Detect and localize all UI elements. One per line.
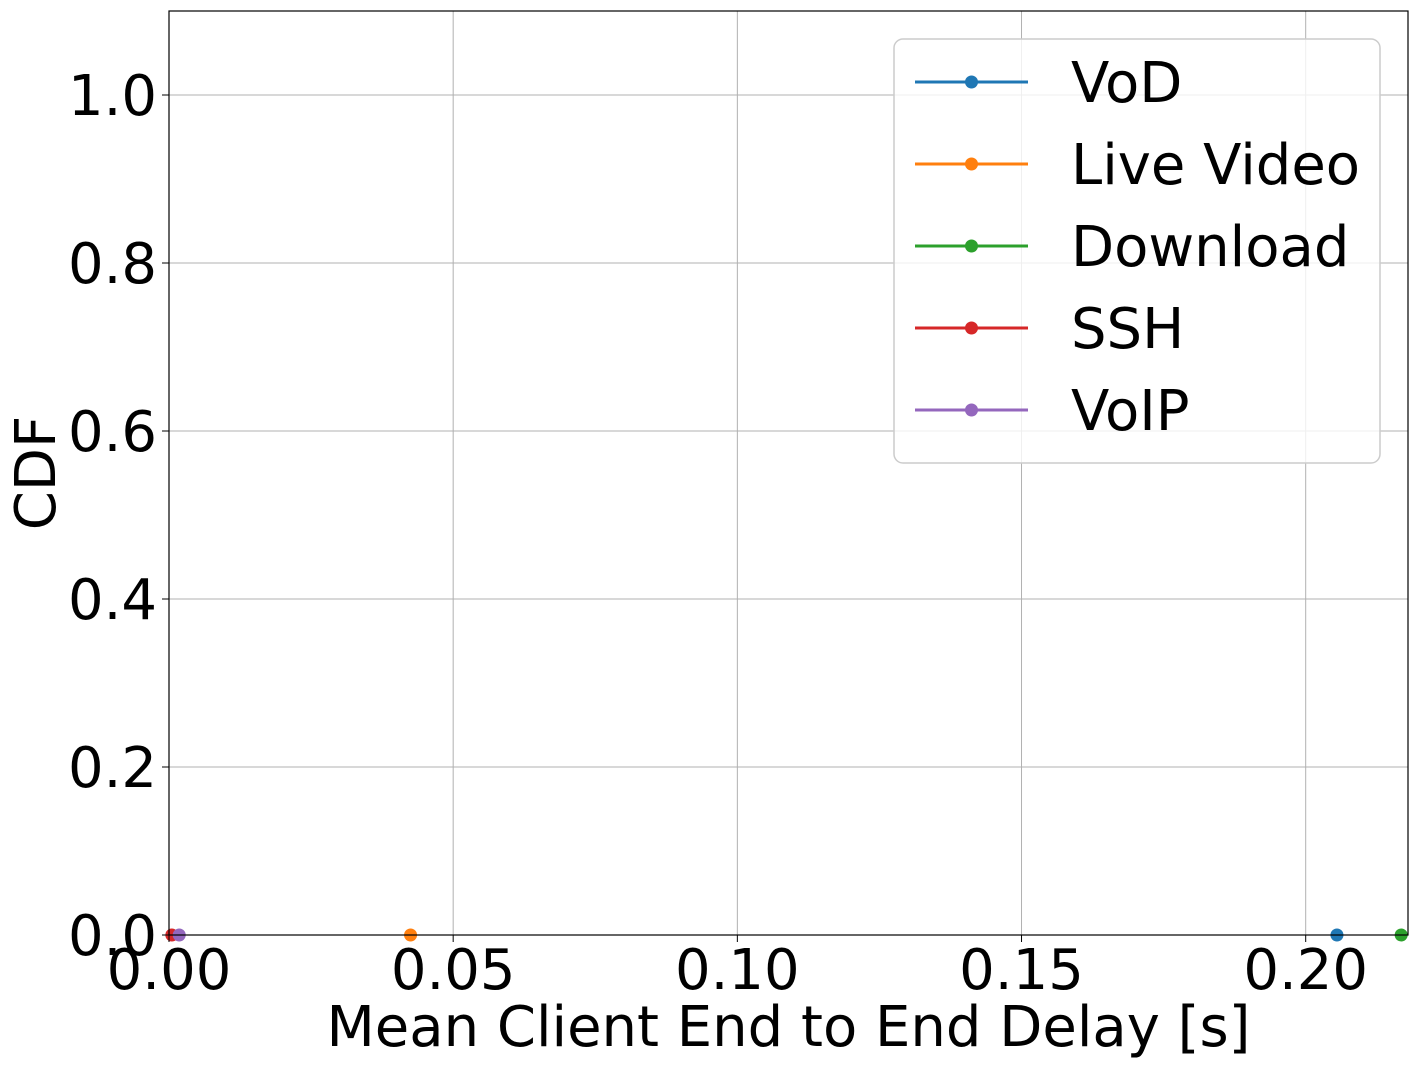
y-tick-label: 0.6 [68, 400, 157, 465]
legend-label: VoIP [1071, 379, 1190, 444]
y-tick-label: 1.0 [68, 64, 157, 129]
x-axis-label: Mean Client End to End Delay [s] [326, 995, 1250, 1060]
y-axis: 0.0 0.2 0.4 0.6 0.8 1.0 [68, 64, 169, 969]
x-axis: 0.00 0.05 0.10 0.15 0.20 [107, 935, 1368, 1003]
legend-box [893, 38, 1381, 464]
legend: VoD Live Video Download SSH VoIP [893, 38, 1381, 464]
plot-frame [168, 10, 1409, 936]
y-axis-label: CDF [4, 416, 69, 530]
legend-marker [965, 321, 978, 335]
x-tick-label: 0.15 [959, 938, 1084, 1003]
y-tick-label: 0.0 [68, 904, 157, 969]
legend-marker [965, 403, 978, 417]
y-tick-label: 0.4 [68, 568, 157, 633]
y-tick-label: 0.2 [68, 736, 157, 801]
y-tick-label: 0.8 [68, 232, 157, 297]
legend-label: Live Video [1071, 133, 1360, 198]
legend-marker [965, 157, 978, 171]
legend-marker [965, 239, 978, 253]
x-tick-label: 0.00 [107, 938, 232, 1003]
legend-label: Download [1071, 215, 1349, 280]
legend-marker [965, 75, 978, 89]
legend-label: SSH [1071, 297, 1184, 362]
x-tick-label: 0.10 [675, 938, 800, 1003]
x-tick-label: 0.20 [1243, 938, 1368, 1003]
x-tick-label: 0.05 [391, 938, 516, 1003]
legend-label: VoD [1071, 51, 1182, 116]
